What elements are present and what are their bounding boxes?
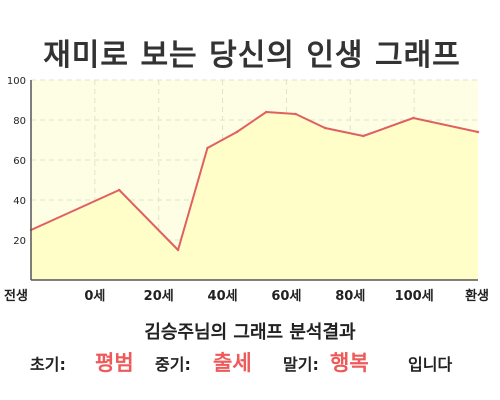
chart-title: 재미로 보는 당신의 인생 그래프 (43, 38, 461, 73)
late-label: 말기: (283, 355, 319, 374)
result-summary: 초기: 평범 중기: 출세 말기: 행복 입니다 (30, 351, 452, 375)
series-area (31, 112, 478, 280)
x-tick-label: 20세 (144, 289, 174, 304)
y-tick-label: 100 (7, 76, 26, 87)
middle-label: 중기: (155, 355, 191, 374)
x-tick-label: 0세 (84, 289, 105, 304)
y-tick-label: 40 (13, 196, 26, 207)
early-label: 초기: (30, 355, 66, 374)
late-value: 행복 (330, 351, 369, 375)
data-point (176, 248, 180, 252)
y-tick-label: 60 (13, 156, 26, 167)
x-tick-label: 60세 (271, 289, 301, 304)
data-point (118, 188, 121, 192)
y-tick-label: 80 (13, 116, 26, 127)
y-axis-ticks: 20 40 60 80 100 (7, 76, 26, 247)
data-point (476, 130, 480, 134)
ending-text: 입니다 (408, 355, 452, 374)
x-tick-label: 40세 (208, 289, 238, 304)
result-subtitle: 김승주님의 그래프 분석결과 (144, 322, 356, 343)
data-point (362, 134, 365, 138)
x-tick-label: 80세 (335, 289, 365, 304)
middle-value: 출세 (213, 351, 252, 375)
x-tick-label: 100세 (395, 289, 434, 304)
y-tick-label: 20 (13, 236, 26, 247)
plot-area (29, 79, 480, 281)
x-tick-label: 전생 (4, 288, 28, 304)
data-point (206, 146, 209, 150)
early-value: 평범 (95, 351, 134, 375)
data-point (323, 126, 327, 130)
x-tick-label: 환생 (465, 288, 489, 304)
data-point (265, 110, 268, 114)
data-point (294, 112, 297, 116)
x-axis-ticks: 전생 0세 20세 40세 60세 80세 100세 환생 (4, 288, 489, 304)
data-point (235, 130, 239, 134)
data-point (412, 116, 415, 120)
